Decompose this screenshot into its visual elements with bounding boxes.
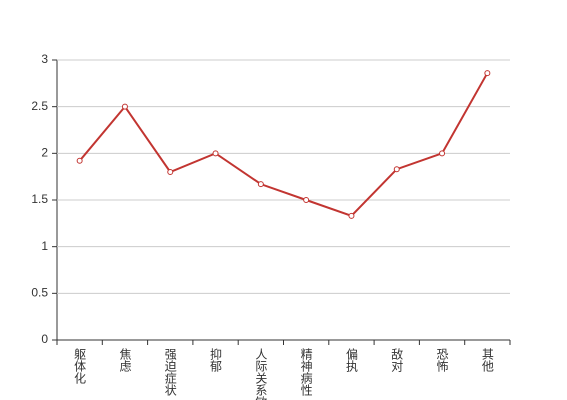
y-tick-label: 2.5 [31, 99, 48, 113]
y-tick-label: 1 [41, 239, 48, 253]
x-tick-label: 敌对 [390, 347, 404, 372]
x-tick-label: 精神病性 [299, 348, 313, 397]
x-tick-label: 强迫症状 [163, 348, 177, 396]
point [484, 70, 491, 77]
point [393, 166, 400, 173]
point [439, 150, 446, 157]
x-tick-label: 人际关系敏感 [254, 348, 268, 400]
x-tick-label: 恐怖 [435, 348, 449, 372]
x-tick-label: 焦虑 [118, 348, 132, 372]
point [348, 212, 355, 219]
y-tick-label: 3 [41, 52, 48, 66]
x-tick-label: 其他 [480, 348, 494, 372]
point [76, 157, 83, 164]
point [212, 150, 219, 157]
y-tick-label: 1.5 [31, 192, 48, 206]
point [167, 169, 174, 175]
x-tick-label: 躯体化 [73, 347, 87, 385]
y-tick-label: 2 [41, 146, 48, 160]
line [78, 72, 489, 218]
point [257, 181, 264, 188]
x-tick-label: 偏执 [344, 347, 358, 373]
point [303, 197, 310, 203]
y-tick-label: 0.5 [31, 286, 48, 300]
y-tick-label: 0 [41, 332, 48, 346]
point [121, 103, 128, 110]
x-tick-label: 抑郁 [209, 347, 223, 373]
